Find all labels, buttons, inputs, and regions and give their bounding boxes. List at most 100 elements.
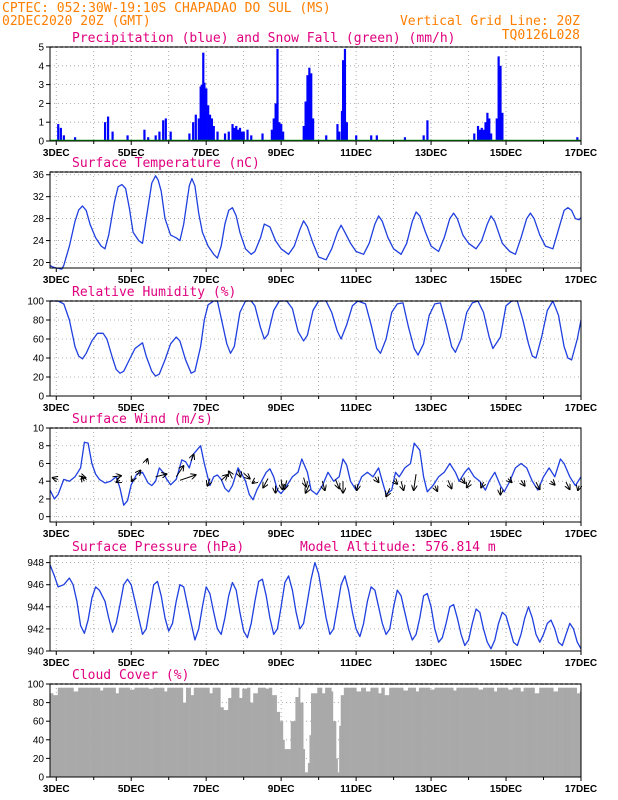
cloud-bar: [287, 749, 290, 777]
cloud-ytick-label: 40: [33, 735, 45, 746]
cloud-bar: [548, 687, 551, 777]
precip-bar: [227, 131, 230, 141]
cloud-bar: [417, 691, 420, 777]
cloud-bar: [489, 687, 492, 777]
cloud-bar: [292, 721, 295, 777]
cloud-bar: [179, 687, 182, 777]
wind-vector-arrow: [179, 475, 196, 481]
precip-bar: [375, 135, 378, 141]
precip-bar: [476, 125, 480, 141]
cloud-bar: [357, 691, 360, 777]
cloud-bar: [545, 687, 548, 777]
cloud-bar: [328, 687, 331, 777]
precip-bar: [62, 135, 65, 141]
cloud-bar: [81, 687, 84, 777]
precip-xtick-label: 5DEC: [118, 148, 145, 159]
cloud-bar: [129, 689, 132, 777]
cloud-bar: [321, 693, 324, 777]
cloud-bar: [472, 687, 474, 777]
cloud-bar: [125, 687, 127, 777]
wind-vector-arrow: [322, 481, 324, 490]
cloud-bar: [298, 687, 301, 777]
humidity-xtick-label: 5DEC: [118, 403, 145, 414]
cloud-bar: [353, 687, 356, 777]
cloud-bar: [109, 687, 112, 777]
wind-vector-arrow: [281, 479, 282, 489]
cloud-bar: [200, 687, 202, 777]
cloud-bar: [554, 691, 557, 777]
cloud-bar: [325, 687, 327, 777]
precip-bar: [370, 135, 373, 141]
cloud-bar: [348, 687, 351, 777]
cloud-bar: [148, 688, 151, 777]
precip-bar: [192, 122, 195, 141]
precip-xtick-label: 3DEC: [43, 148, 70, 159]
cloud-bar: [420, 687, 423, 777]
cloud-bar: [412, 687, 415, 777]
panels: Precipitation (blue) and Snow Fall (gree…: [27, 31, 597, 795]
cloud-bar: [517, 687, 520, 777]
pressure-xtick-label: 15DEC: [490, 658, 522, 669]
wind-vector-arrow: [578, 486, 579, 490]
humidity-ytick-label: 100: [27, 297, 44, 308]
cloud-bar: [346, 687, 349, 777]
cloud-bar: [178, 687, 181, 777]
wind-vector-arrow: [220, 475, 227, 481]
cloud-bar: [573, 687, 576, 777]
precip-bar: [312, 118, 315, 141]
cloud-bar: [290, 721, 293, 777]
wind-vector-arrow: [461, 479, 465, 483]
precip-bar: [499, 65, 502, 141]
precip-title: Precipitation (blue) and Snow Fall (gree…: [72, 31, 456, 46]
cloud-bar: [518, 687, 521, 777]
precip-bar: [203, 82, 206, 141]
cloud-bar: [354, 687, 357, 777]
cloud-bar: [217, 687, 220, 777]
cloud-bar: [159, 687, 162, 777]
wind-xtick-label: 9DEC: [268, 529, 295, 540]
precip-bar: [304, 101, 307, 141]
cloud-bar: [418, 687, 421, 777]
temperature-xtick-label: 17DEC: [565, 275, 597, 286]
cloud-bar: [114, 687, 116, 777]
humidity-ytick-label: 20: [33, 373, 45, 384]
cloud-bar: [265, 688, 268, 777]
cloud-bar: [259, 687, 262, 777]
cloud-bar: [203, 687, 206, 777]
cloud-bar: [550, 687, 553, 777]
wind-xtick-label: 11DEC: [340, 529, 372, 540]
cloud-bar: [71, 687, 74, 777]
cloud-bar: [250, 702, 252, 777]
cloud-bar: [278, 711, 281, 777]
cloud-bar: [206, 687, 209, 777]
cloud-bar: [65, 687, 68, 777]
precip-bar: [212, 125, 215, 141]
wind-vector-arrow: [191, 455, 193, 461]
cloud-bar: [525, 687, 528, 777]
temperature-xtick-label: 3DEC: [43, 275, 70, 286]
cloud-bar: [534, 693, 537, 777]
cloud-xtick-label: 5DEC: [118, 784, 145, 795]
cloud-bar: [506, 687, 509, 777]
cloud-bar: [126, 687, 129, 777]
precip-bar: [261, 133, 264, 141]
cloud-bar: [501, 687, 504, 777]
precip-bar: [497, 56, 500, 141]
cloud-bar: [79, 687, 82, 777]
temperature-xtick-label: 15DEC: [490, 275, 522, 286]
cloud-bar: [231, 687, 234, 777]
temperature-xtick-label: 13DEC: [415, 275, 447, 286]
cloud-bar: [340, 695, 343, 777]
temperature-xtick-label: 5DEC: [118, 275, 145, 286]
cloud-bar: [336, 758, 338, 777]
cloud-bar: [343, 687, 346, 777]
precip-bar: [282, 131, 285, 141]
precip-bar: [355, 135, 358, 141]
cloud-bar: [375, 687, 377, 777]
cloud-bar: [407, 687, 410, 777]
precip-xtick-label: 11DEC: [340, 148, 372, 159]
cloud-xtick-label: 13DEC: [415, 784, 447, 795]
pressure-xtick-label: 5DEC: [118, 658, 145, 669]
cloud-bar: [90, 687, 93, 777]
